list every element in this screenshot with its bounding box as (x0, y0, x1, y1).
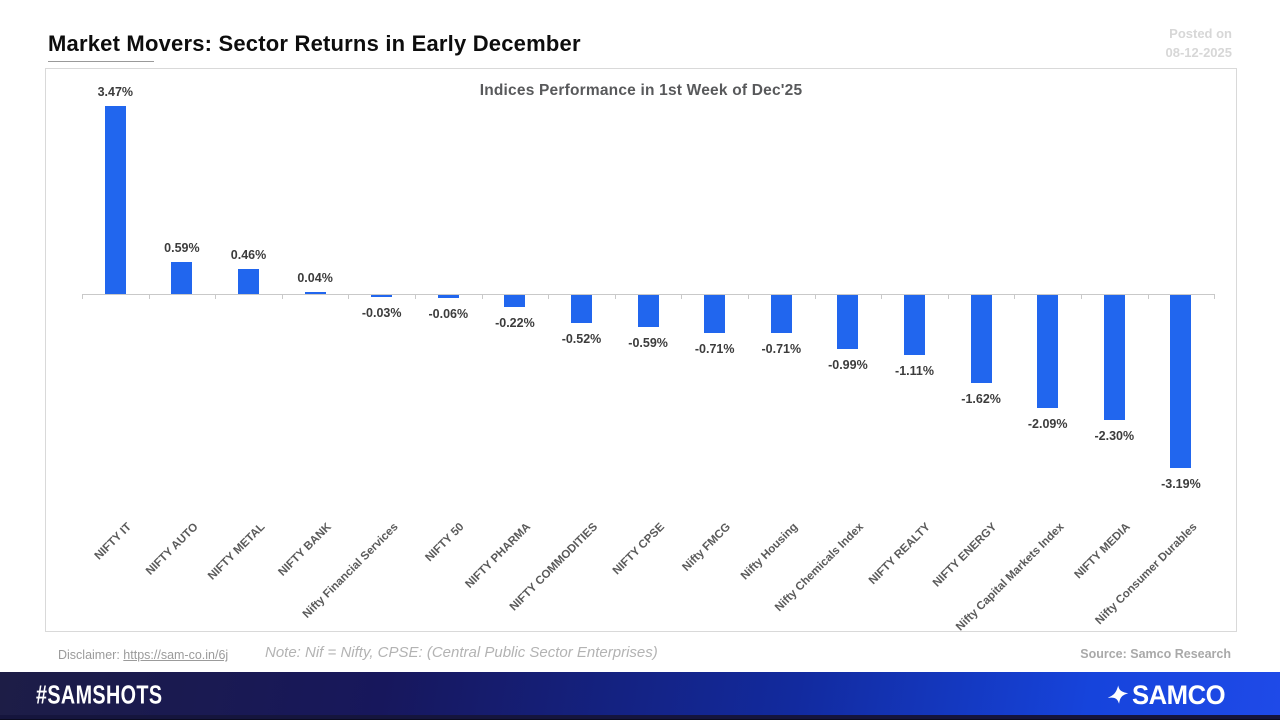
bar (1037, 295, 1059, 409)
disclaimer: Disclaimer: https://sam-co.in/6j (58, 648, 228, 662)
bar-value-label: 3.47% (97, 84, 134, 99)
bar-value-label: -1.11% (895, 364, 934, 379)
axis-tick (1014, 294, 1016, 299)
axis-tick (82, 294, 83, 299)
disclaimer-label: Disclaimer: (58, 648, 120, 662)
x-axis-label: NIFTY ENERGY (931, 521, 1000, 590)
title-underline (48, 61, 154, 62)
bar-value-label: -1.62% (961, 391, 1001, 406)
bar (238, 269, 259, 294)
footnote: Note: Nif = Nifty, CPSE: (Central Public… (265, 644, 658, 661)
bar-value-label: -3.19% (1161, 476, 1201, 491)
bar-chart: Indices Performance in 1st Week of Dec'2… (45, 68, 1237, 634)
x-axis-label: NIFTY METAL (205, 521, 267, 583)
page-title: Market Movers: Sector Returns in Early D… (48, 31, 581, 56)
bar (171, 262, 193, 294)
axis-tick (614, 294, 616, 299)
bar (504, 295, 526, 307)
bar-value-label: -0.06% (428, 307, 469, 322)
axis-tick (947, 294, 949, 299)
bar-value-label: 0.46% (230, 248, 267, 263)
bar-value-label: -0.52% (561, 332, 602, 347)
bar-value-label: -0.99% (828, 357, 868, 372)
x-axis-label: NIFTY IT (92, 521, 134, 563)
axis-tick (881, 294, 883, 299)
posted-on-line1: Posted on (1169, 26, 1232, 41)
bar-value-label: -0.22% (495, 315, 535, 330)
x-axis-label: NIFTY CPSE (610, 521, 667, 578)
samco-logo: SAMCO (1107, 680, 1230, 711)
chart-title: Indices Performance in 1st Week of Dec'2… (479, 82, 803, 99)
samco-brand-text: SAMCO (1132, 679, 1226, 710)
bar (571, 295, 592, 324)
posted-on-label: Posted on 08-12-2025 (1166, 24, 1233, 62)
axis-tick (1081, 294, 1082, 299)
x-axis-label: Nifty Housing (738, 521, 800, 583)
bar-value-label: -2.09% (1027, 417, 1068, 432)
axis-tick (215, 294, 217, 299)
axis-tick (481, 294, 483, 299)
bar (704, 295, 726, 334)
axis-tick (1214, 294, 1216, 299)
x-axis-label: NIFTY 50 (423, 521, 467, 565)
banner-bottom-strip (0, 715, 1280, 720)
x-axis-label: Nifty FMCG (680, 521, 734, 574)
disclaimer-link[interactable]: https://sam-co.in/6j (123, 648, 229, 662)
axis-tick (415, 294, 416, 299)
source-label: Source: Samco Research (1080, 647, 1231, 661)
axis-tick (1147, 294, 1149, 299)
axis-tick (148, 294, 150, 299)
samshots-hashtag: #SAMSHOTS (36, 679, 163, 710)
bar-value-label: 0.04% (297, 270, 333, 285)
bar (837, 295, 859, 349)
bar (371, 295, 393, 297)
axis-tick (348, 294, 350, 299)
x-axis-label: NIFTY REALTY (866, 521, 933, 588)
x-axis-label: NIFTY PHARMA (463, 521, 534, 591)
bar (104, 105, 126, 294)
x-axis-line (82, 294, 1215, 295)
x-axis-label: NIFTY BANK (276, 521, 334, 579)
bar (637, 295, 659, 327)
bar-value-label: -2.30% (1094, 428, 1135, 443)
bar-value-label: -0.71% (761, 342, 802, 357)
bar-value-label: -0.03% (361, 306, 402, 320)
samco-pinwheel-icon (1107, 684, 1129, 704)
bar (770, 295, 792, 334)
x-axis-label: Nifty Capital Markets Index (953, 521, 1067, 634)
axis-tick (748, 294, 749, 299)
bar (970, 295, 992, 383)
axis-tick (814, 294, 816, 299)
bar (304, 291, 326, 294)
bar-value-label: 0.59% (164, 241, 200, 256)
bar (904, 295, 925, 356)
bar (1170, 295, 1192, 468)
bottom-banner: #SAMSHOTS SAMCO (0, 672, 1280, 720)
bar (1103, 295, 1125, 420)
bar-value-label: -0.59% (628, 335, 668, 350)
bar-value-label: -0.71% (694, 342, 735, 357)
axis-tick (281, 294, 283, 299)
footer-row: Disclaimer: https://sam-co.in/6j Note: N… (0, 640, 1280, 670)
x-axis-label: NIFTY AUTO (143, 521, 201, 578)
axis-tick (681, 294, 683, 299)
posted-on-date: 08-12-2025 (1165, 45, 1233, 60)
bar (437, 295, 459, 299)
x-axis-label: NIFTY MEDIA (1072, 521, 1133, 582)
axis-tick (548, 294, 550, 299)
chart-plot-area: 3.47% NIFTY IT 0.59% NIFTY AUTO 0.46% NIFTY M… (46, 69, 1236, 634)
